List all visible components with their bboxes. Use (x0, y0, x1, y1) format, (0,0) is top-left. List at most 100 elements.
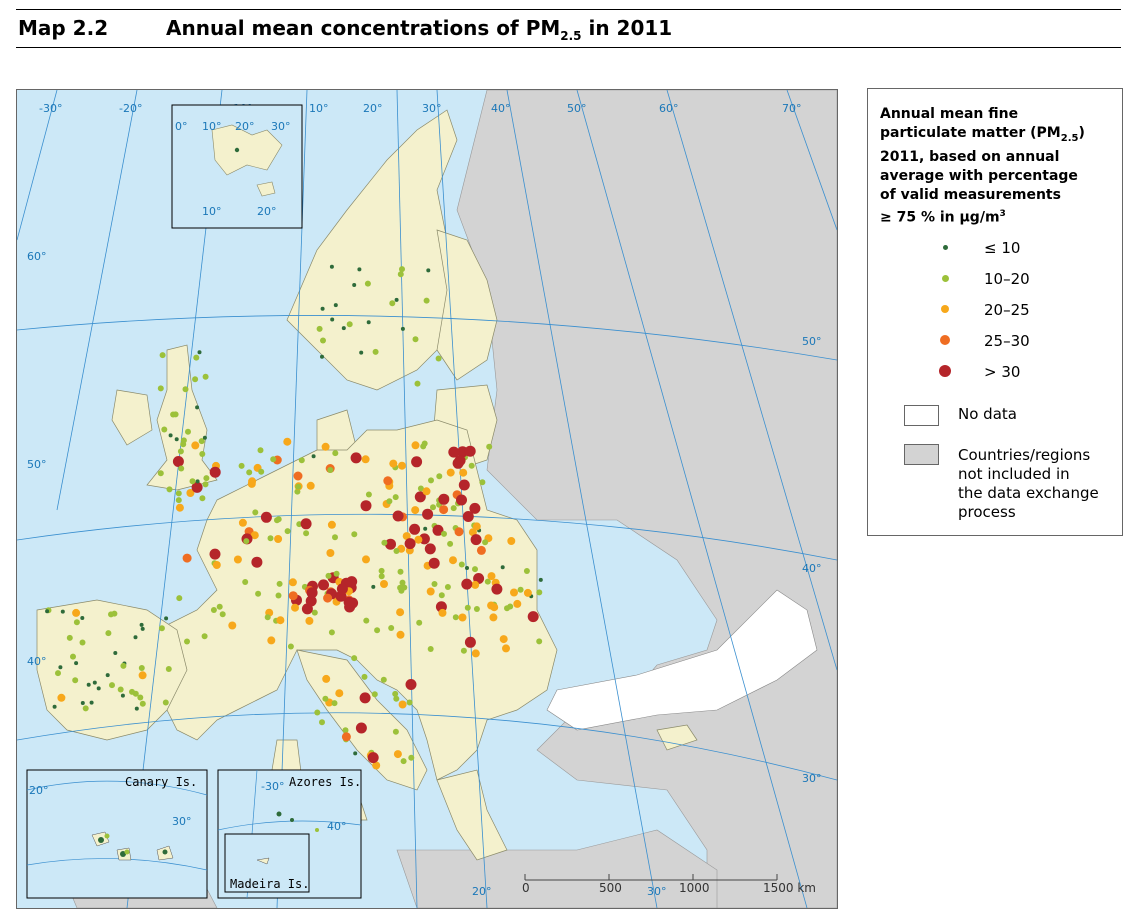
station-marker (422, 508, 434, 520)
inset-lon-label: 0° (175, 120, 188, 133)
station-marker (468, 528, 477, 537)
station-marker (452, 614, 459, 621)
graticule-labels: -30° -20° -10° 10° 20° 30° 40° 50° 60° 7… (27, 102, 822, 898)
scale-label: 0 (522, 881, 530, 895)
station-marker (311, 454, 316, 459)
lon-label: 30° (422, 102, 442, 115)
station-marker (86, 682, 91, 687)
station-marker (416, 619, 423, 626)
station-marker (392, 690, 399, 697)
station-marker (398, 461, 406, 470)
station-marker (341, 732, 351, 742)
station-marker (133, 635, 138, 640)
lat-label: 40° (802, 562, 822, 575)
station-marker (329, 264, 334, 269)
scale-bar: 0 500 1000 1500 km (522, 874, 816, 895)
station-marker (105, 630, 112, 637)
lon-label: -30° (39, 102, 62, 115)
legend-dot (939, 365, 951, 377)
station-marker (274, 535, 283, 543)
station-marker (238, 518, 247, 527)
station-marker (513, 599, 522, 608)
svalbard-inset: 0° 10° 20° 30° 10° 20° (171, 104, 303, 229)
station-marker (182, 553, 192, 563)
station-marker (428, 477, 434, 484)
station-marker (175, 503, 184, 512)
station-marker (536, 589, 543, 596)
station-marker (363, 617, 370, 624)
inset-lon-label: 20° (29, 784, 49, 797)
station-marker (431, 581, 438, 587)
lon-label: -20° (119, 102, 142, 115)
station-marker (374, 627, 381, 634)
station-marker (89, 700, 94, 705)
station-marker (199, 451, 206, 457)
station-marker (422, 487, 431, 496)
station-marker (305, 595, 317, 607)
station-marker (267, 535, 274, 542)
station-marker (447, 540, 454, 547)
station-marker (439, 505, 449, 515)
legend-label: 25–30 (984, 332, 1030, 350)
station-marker (472, 522, 481, 531)
station-marker (109, 682, 115, 689)
station-marker (202, 435, 207, 440)
station-marker (428, 557, 440, 569)
station-marker (406, 699, 413, 706)
station-marker (327, 467, 334, 473)
station-marker (341, 326, 346, 331)
station-marker (168, 433, 173, 438)
station-marker (393, 548, 400, 554)
station-marker (353, 751, 358, 756)
legend-class-10-20: 10–20 (868, 270, 1118, 290)
station-marker (351, 655, 358, 662)
station-marker (320, 337, 326, 344)
station-marker (174, 437, 179, 442)
station-marker (414, 491, 426, 503)
station-marker (426, 587, 435, 596)
station-marker (398, 587, 405, 594)
station-marker (409, 523, 421, 535)
lat-label: 30° (802, 772, 822, 785)
station-marker (355, 722, 367, 734)
station-marker (70, 653, 76, 660)
station-marker (137, 694, 144, 701)
station-marker (202, 481, 209, 488)
station-marker (159, 352, 166, 359)
station-marker (303, 530, 310, 537)
legend-dot (940, 335, 950, 345)
station-marker (314, 709, 321, 716)
station-marker (139, 700, 146, 707)
lon-label: 50° (567, 102, 587, 115)
station-marker (82, 705, 89, 712)
station-marker (276, 616, 285, 625)
station-marker (161, 426, 168, 433)
lon-label: 60° (659, 102, 679, 115)
station-marker (423, 526, 428, 531)
station-marker (361, 455, 370, 464)
station-marker (209, 548, 221, 560)
station-marker (157, 470, 164, 477)
station-marker (199, 495, 206, 502)
station-marker (203, 475, 210, 482)
station-marker (362, 555, 370, 564)
station-marker (195, 479, 200, 484)
station-marker (359, 350, 364, 355)
station-marker (189, 478, 196, 485)
lat-label: 60° (27, 250, 47, 263)
station-marker (287, 643, 294, 650)
station-marker (446, 468, 455, 477)
station-marker (464, 445, 476, 457)
lat-label: 50° (27, 458, 47, 471)
inset-lon-label: 30° (271, 120, 291, 133)
station-marker (139, 622, 144, 627)
lat-label: 40° (27, 655, 47, 668)
station-marker (335, 689, 344, 698)
station-marker (172, 456, 184, 467)
station-marker (424, 543, 436, 555)
station-marker (311, 609, 318, 616)
station-marker (80, 616, 85, 620)
canary-inset-name: Canary Is. (125, 775, 197, 789)
station-marker (332, 450, 339, 457)
station-marker (52, 704, 57, 709)
